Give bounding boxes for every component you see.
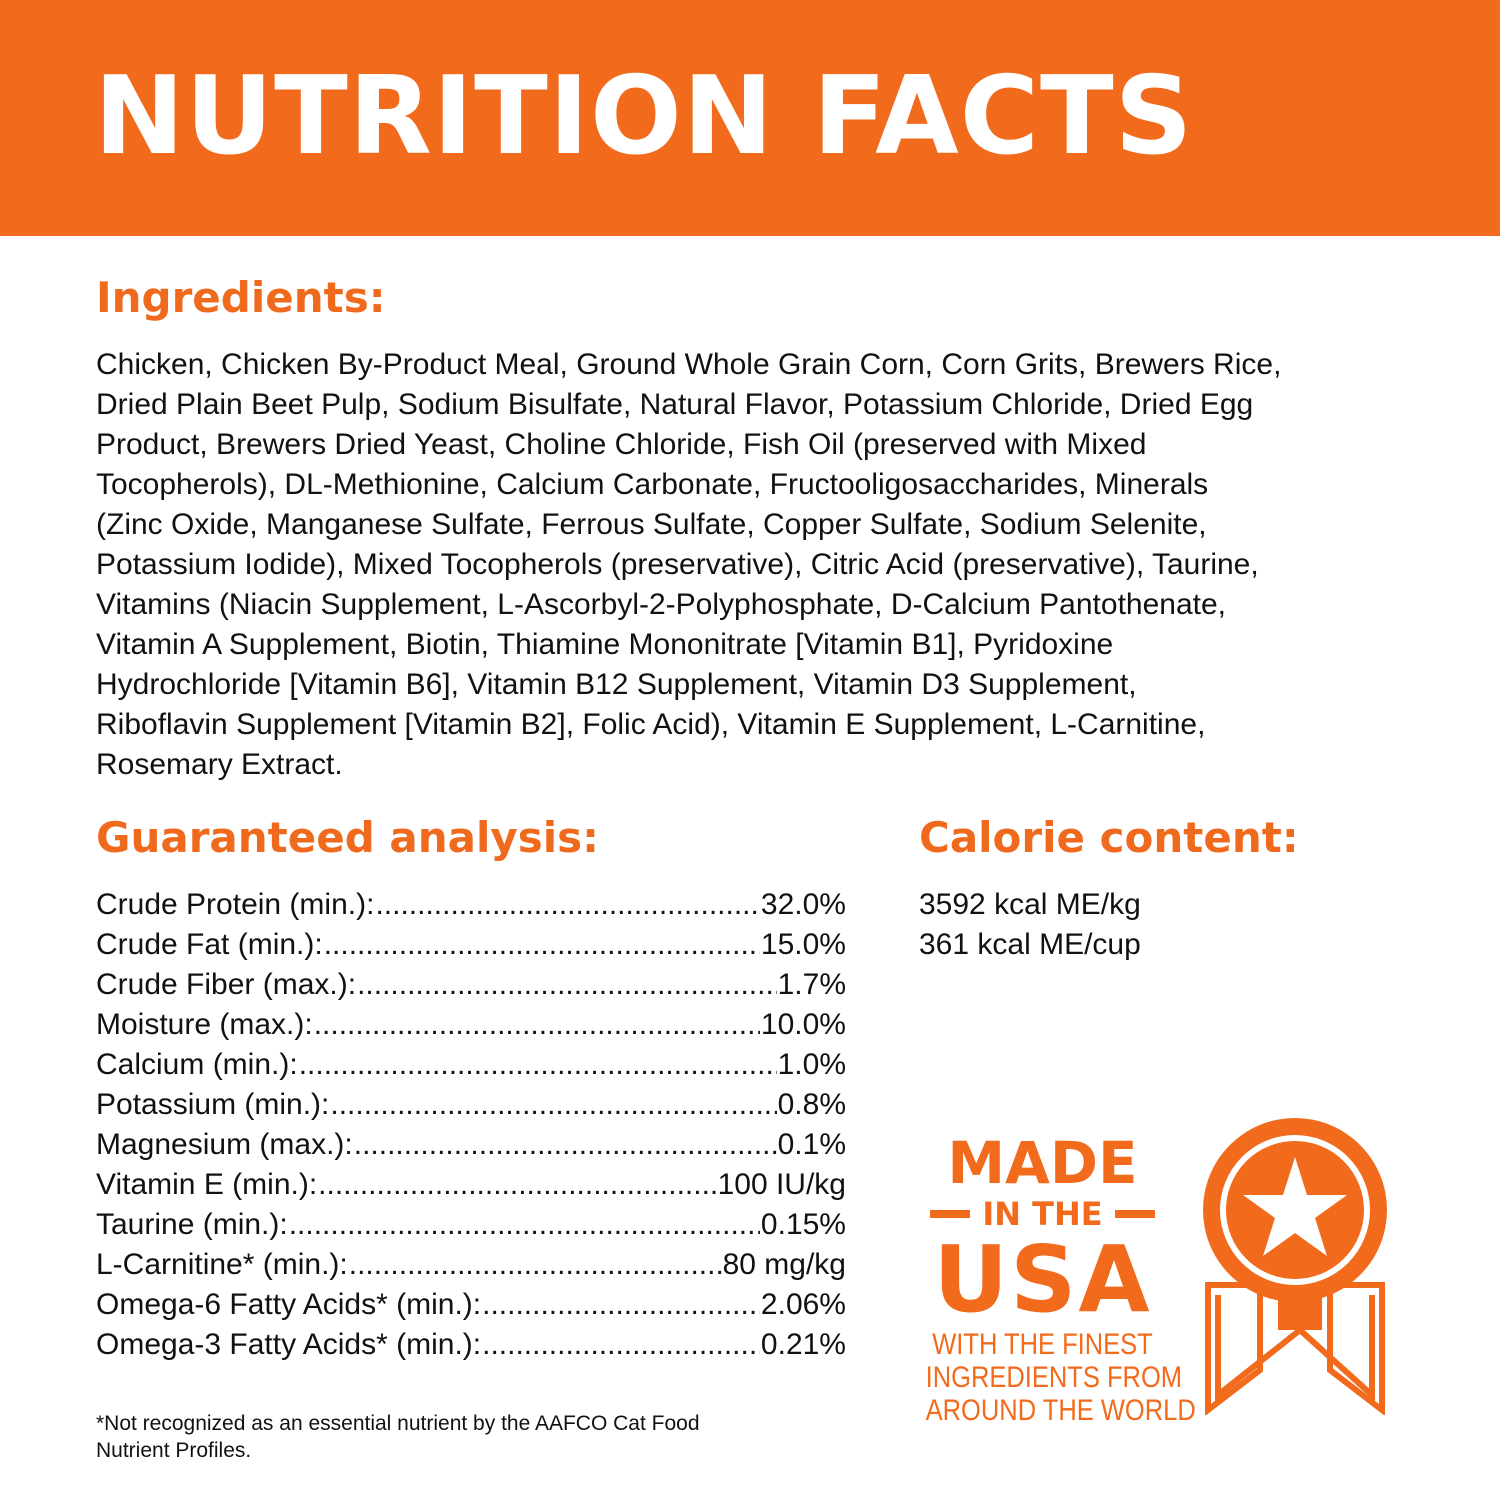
nutrient-label: Crude Fiber (max.): — [96, 968, 357, 1001]
nutrient-value: 15.0% — [760, 928, 846, 961]
analysis-row: Crude Fat (min.): 15.0% — [96, 925, 846, 965]
analysis-row: Taurine (min.): 0.15% — [96, 1205, 846, 1245]
dot-leader — [314, 1005, 760, 1045]
dot-leader — [318, 1165, 716, 1205]
ingredients-line: Vitamin A Supplement, Biotin, Thiamine M… — [96, 628, 1114, 661]
logo-in-the: IN THE — [905, 1196, 1180, 1232]
ingredients-line: Product, Brewers Dried Yeast, Choline Ch… — [96, 428, 1147, 461]
calorie-list: 3592 kcal ME/kg 361 kcal ME/cup — [919, 885, 1141, 965]
ingredients-line: Potassium Iodide), Mixed Tocopherols (pr… — [96, 548, 1259, 581]
dot-leader — [482, 1285, 760, 1325]
nutrient-label: Moisture (max.): — [96, 1008, 313, 1041]
analysis-row: Omega-6 Fatty Acids* (min.): 2.06% — [96, 1285, 846, 1325]
nutrient-label: Taurine (min.): — [96, 1208, 288, 1241]
calorie-line: 3592 kcal ME/kg — [919, 888, 1141, 921]
analysis-row: Calcium (min.): 1.0% — [96, 1045, 846, 1085]
dot-leader — [354, 1125, 777, 1165]
nutrient-label: Crude Fat (min.): — [96, 928, 323, 961]
dot-leader — [289, 1205, 760, 1245]
analysis-row: Crude Fiber (max.): 1.7% — [96, 965, 846, 1005]
nutrient-value: 1.7% — [777, 968, 846, 1001]
dot-leader — [357, 965, 777, 1005]
ingredients-line: Chicken, Chicken By-Product Meal, Ground… — [96, 348, 1282, 381]
footnote-line: Nutrient Profiles. — [96, 1439, 252, 1462]
award-ribbon-star-icon — [1203, 1118, 1387, 1415]
nutrient-value: 100 IU/kg — [717, 1168, 846, 1201]
dot-leader — [375, 885, 759, 925]
logo-made: MADE — [947, 1129, 1138, 1197]
ingredients-line: Rosemary Extract. — [96, 748, 343, 781]
logo-tagline: WITH THE FINEST — [932, 1328, 1153, 1361]
nutrient-label: L-Carnitine* (min.): — [96, 1248, 348, 1281]
ingredients-list: Chicken, Chicken By-Product Meal, Ground… — [96, 345, 1416, 785]
title-banner: NUTRITION FACTS — [0, 0, 1500, 236]
analysis-row: Vitamin E (min.): 100 IU/kg — [96, 1165, 846, 1205]
analysis-row: Crude Protein (min.): 32.0% — [96, 885, 846, 925]
made-in-usa-logo: MADE IN THE USA WITH THE FINEST INGREDIE… — [905, 1129, 1196, 1427]
calorie-line: 361 kcal ME/cup — [919, 928, 1141, 961]
logo-tagline: INGREDIENTS FROM — [925, 1361, 1183, 1394]
analysis-heading: Guaranteed analysis: — [96, 813, 599, 862]
nutrient-value: 80 mg/kg — [722, 1248, 846, 1281]
analysis-table: Crude Protein (min.): 32.0% Crude Fat (min… — [96, 885, 846, 1365]
nutrient-label: Magnesium (max.): — [96, 1128, 353, 1161]
nutrient-label: Omega-6 Fatty Acids* (min.): — [96, 1288, 482, 1321]
analysis-row: L-Carnitine* (min.): 80 mg/kg — [96, 1245, 846, 1285]
ingredients-line: Vitamins (Niacin Supplement, L-Ascorbyl-… — [96, 588, 1226, 621]
dot-leader — [299, 1045, 777, 1085]
nutrient-label: Crude Protein (min.): — [96, 888, 375, 921]
analysis-row: Potassium (min.): 0.8% — [96, 1085, 846, 1125]
nutrient-label: Omega-3 Fatty Acids* (min.): — [96, 1328, 482, 1361]
analysis-row: Magnesium (max.): 0.1% — [96, 1125, 846, 1165]
logo-usa: USA — [933, 1226, 1152, 1333]
page-title: NUTRITION FACTS — [94, 54, 1194, 179]
ingredients-line: Dried Plain Beet Pulp, Sodium Bisulfate,… — [96, 388, 1254, 421]
calorie-heading: Calorie content: — [919, 813, 1299, 862]
dot-leader — [330, 1085, 776, 1125]
nutrient-value: 10.0% — [760, 1008, 846, 1041]
nutrient-label: Vitamin E (min.): — [96, 1168, 318, 1201]
nutrient-value: 0.8% — [777, 1088, 846, 1121]
nutrient-value: 0.21% — [760, 1328, 846, 1361]
ingredients-line: Hydrochloride [Vitamin B6], Vitamin B12 … — [96, 668, 1137, 701]
ingredients-line: Tocopherols), DL-Methionine, Calcium Car… — [96, 468, 1209, 501]
analysis-row: Omega-3 Fatty Acids* (min.): 0.21% — [96, 1325, 846, 1365]
nutrient-label: Calcium (min.): — [96, 1048, 298, 1081]
ingredients-line: (Zinc Oxide, Manganese Sulfate, Ferrous … — [96, 508, 1207, 541]
logo-in-the-text: IN THE — [982, 1195, 1103, 1233]
footnote-line: *Not recognized as an essential nutrient… — [96, 1412, 700, 1435]
footnote: *Not recognized as an essential nutrient… — [96, 1410, 816, 1464]
nutrient-value: 0.15% — [760, 1208, 846, 1241]
logo-tagline: AROUND THE WORLD — [925, 1394, 1196, 1427]
dot-leader — [482, 1325, 760, 1365]
dot-leader — [324, 925, 760, 965]
nutrient-value: 2.06% — [760, 1288, 846, 1321]
nutrient-label: Potassium (min.): — [96, 1088, 330, 1121]
analysis-row: Moisture (max.): 10.0% — [96, 1005, 846, 1045]
nutrient-value: 1.0% — [777, 1048, 846, 1081]
nutrient-value: 32.0% — [760, 888, 846, 921]
dot-leader — [349, 1245, 722, 1285]
nutrient-value: 0.1% — [777, 1128, 846, 1161]
ingredients-heading: Ingredients: — [96, 273, 386, 322]
ingredients-line: Riboflavin Supplement [Vitamin B2], Foli… — [96, 708, 1206, 741]
